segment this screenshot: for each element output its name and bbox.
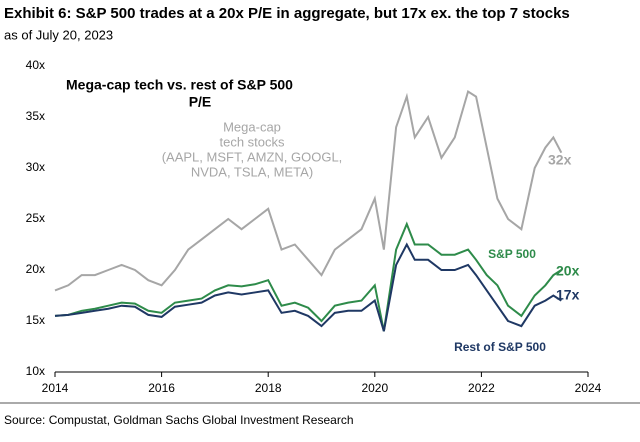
series-label: NVDA, TSLA, META)	[191, 164, 313, 179]
series-label: Mega-cap	[223, 119, 281, 134]
series-label: S&P 500	[488, 247, 536, 261]
y-tick-label: 35x	[26, 109, 45, 123]
y-tick-label: 40x	[26, 58, 45, 72]
x-tick-label: 2020	[361, 381, 388, 395]
x-tick-label: 2018	[255, 381, 282, 395]
x-tick-label: 2016	[148, 381, 175, 395]
x-tick-label: 2022	[468, 381, 495, 395]
end-label: 20x	[556, 263, 580, 279]
line-series	[54, 221, 562, 332]
y-tick-label: 15x	[26, 313, 45, 327]
inset-title: Mega-cap tech vs. rest of S&P 500	[66, 77, 293, 93]
x-tick-label: 2024	[575, 381, 602, 395]
x-tick-label: 2014	[42, 381, 69, 395]
chart-subtitle: as of July 20, 2023	[4, 27, 113, 42]
source: Source: Compustat, Goldman Sachs Global …	[4, 413, 354, 427]
end-label: 17x	[556, 287, 580, 303]
inset-title: P/E	[189, 94, 212, 110]
series-label: Rest of S&P 500	[454, 340, 546, 354]
chart-title: Exhibit 6: S&P 500 trades at a 20x P/E i…	[4, 5, 570, 22]
y-tick-label: 10x	[26, 364, 45, 378]
series-label: (AAPL, MSFT, AMZN, GOOGL,	[162, 149, 343, 164]
y-tick-label: 25x	[26, 211, 45, 225]
y-tick-label: 30x	[26, 160, 45, 174]
line-series	[54, 89, 563, 292]
y-tick-label: 20x	[26, 262, 45, 276]
end-label: 32x	[548, 152, 572, 168]
line-series	[54, 242, 562, 332]
series-label: tech stocks	[219, 134, 285, 149]
